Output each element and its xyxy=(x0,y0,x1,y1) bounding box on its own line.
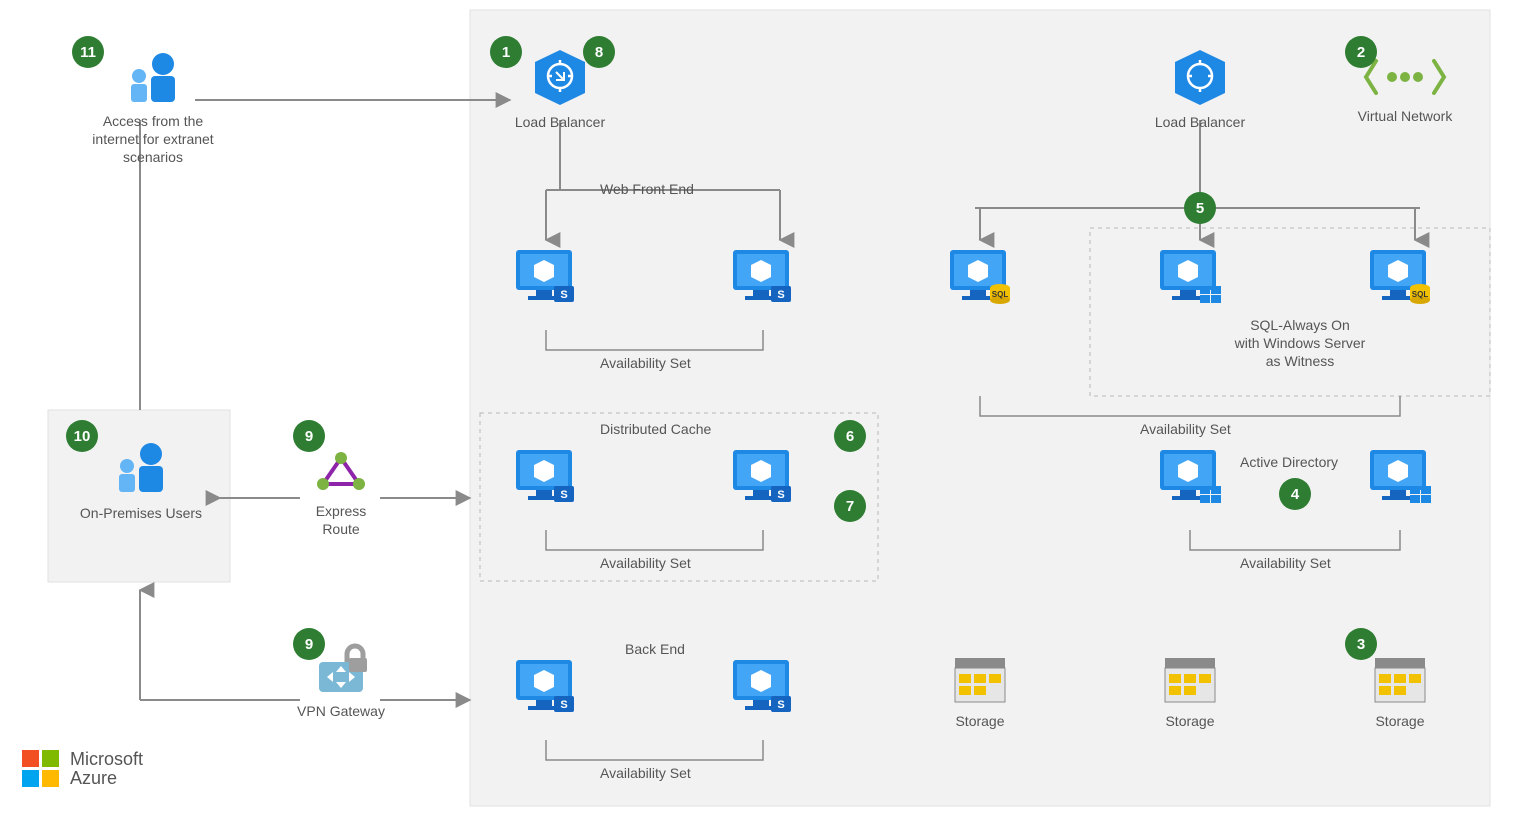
vm-ad-1 xyxy=(1154,446,1226,510)
badge-9a: 9 xyxy=(293,420,325,452)
badge-9b: 9 xyxy=(293,628,325,660)
badge-4: 4 xyxy=(1279,478,1311,510)
microsoft-azure-text: Microsoft Azure xyxy=(70,750,143,788)
svg-text:S: S xyxy=(560,289,567,301)
badge-1: 1 xyxy=(490,36,522,68)
access-label: Access from the internet for extranet sc… xyxy=(78,112,228,167)
vm-sharepoint-be-1: S xyxy=(510,656,582,720)
badge-6: 6 xyxy=(834,420,866,452)
storage-1-label: Storage xyxy=(948,712,1012,730)
vm-sharepoint-wfe-2: S xyxy=(727,246,799,310)
svg-text:S: S xyxy=(560,489,567,501)
svg-text:S: S xyxy=(777,699,784,711)
vm-sharepoint-wfe-1: S xyxy=(510,246,582,310)
load-balancer-2: Load Balancer xyxy=(1150,50,1250,131)
avset-label-3: Availability Set xyxy=(600,764,691,782)
lb2-label: Load Balancer xyxy=(1150,113,1250,131)
storage-2-label: Storage xyxy=(1158,712,1222,730)
vnet-label: Virtual Network xyxy=(1350,107,1460,125)
svg-text:S: S xyxy=(560,699,567,711)
vm-sharepoint-dc-1: S xyxy=(510,446,582,510)
microsoft-azure-logo: Microsoft Azure xyxy=(22,750,143,788)
lb1-label: Load Balancer xyxy=(510,113,610,131)
vm-sharepoint-dc-2: S xyxy=(727,446,799,510)
badge-5: 5 xyxy=(1184,192,1216,224)
badge-11: 11 xyxy=(72,36,104,68)
avset-label-2: Availability Set xyxy=(600,554,691,572)
express-route: Express Route xyxy=(296,450,386,538)
storage-3: Storage xyxy=(1368,656,1432,730)
avset-label-5: Availability Set xyxy=(1240,554,1331,572)
active-directory-label: Active Directory xyxy=(1240,453,1338,471)
distributed-cache-label: Distributed Cache xyxy=(600,420,711,438)
svg-text:S: S xyxy=(777,489,784,501)
svg-text:SQL: SQL xyxy=(1412,290,1429,299)
onprem-label: On-Premises Users xyxy=(76,504,206,522)
badge-7: 7 xyxy=(834,490,866,522)
access-extranet: Access from the internet for extranet sc… xyxy=(78,50,228,167)
microsoft-logo-icon xyxy=(22,750,60,788)
back-end-label: Back End xyxy=(625,640,685,658)
badge-8: 8 xyxy=(583,36,615,68)
express-route-label: Express Route xyxy=(296,502,386,538)
storage-3-label: Storage xyxy=(1368,712,1432,730)
badge-2: 2 xyxy=(1345,36,1377,68)
svg-text:SQL: SQL xyxy=(992,290,1009,299)
badge-3: 3 xyxy=(1345,628,1377,660)
vm-windows-witness xyxy=(1154,246,1226,310)
vm-sharepoint-be-2: S xyxy=(727,656,799,720)
on-premises-users: On-Premises Users xyxy=(76,440,206,522)
vm-sql-right: SQL xyxy=(1364,246,1436,310)
badge-10: 10 xyxy=(66,420,98,452)
svg-text:S: S xyxy=(777,289,784,301)
vm-sql-left: SQL xyxy=(944,246,1016,310)
storage-1: Storage xyxy=(948,656,1012,730)
web-front-end-label: Web Front End xyxy=(600,180,694,198)
vm-ad-2 xyxy=(1364,446,1436,510)
sql-always-label: SQL-Always On with Windows Server as Wit… xyxy=(1220,316,1380,371)
avset-label-1: Availability Set xyxy=(600,354,691,372)
vpn-gateway-label: VPN Gateway xyxy=(296,702,386,720)
avset-label-4: Availability Set xyxy=(1140,420,1231,438)
storage-2: Storage xyxy=(1158,656,1222,730)
